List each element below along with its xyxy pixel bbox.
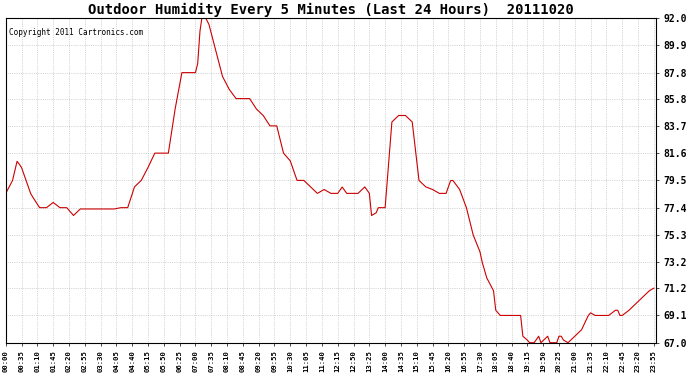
- Title: Outdoor Humidity Every 5 Minutes (Last 24 Hours)  20111020: Outdoor Humidity Every 5 Minutes (Last 2…: [88, 3, 574, 17]
- Text: Copyright 2011 Cartronics.com: Copyright 2011 Cartronics.com: [9, 28, 143, 37]
